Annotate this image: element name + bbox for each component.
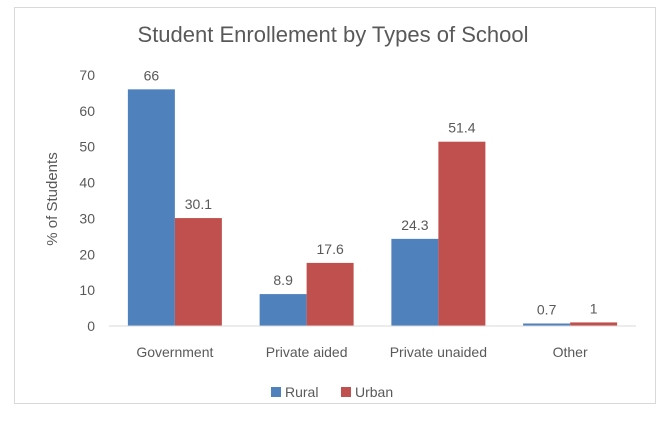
legend-label-urban: Urban (355, 384, 393, 400)
bar-rural-private-unaided (391, 238, 439, 326)
data-label: 66 (144, 67, 160, 83)
bar-rural-government (127, 89, 175, 326)
data-label: 51.4 (448, 120, 475, 136)
data-labels: 66 30.1 8.9 17.6 24.3 51.4 0.7 1 (144, 67, 598, 317)
y-axis-label: % of Students (44, 152, 61, 245)
chart-frame (14, 7, 656, 404)
bar-urban-private-unaided (438, 141, 486, 326)
y-tick-label: 50 (79, 139, 95, 155)
bar-urban-other (570, 322, 618, 326)
bar-rural-other (523, 323, 571, 326)
bar-urban-government (174, 218, 222, 326)
y-tick-label: 30 (79, 210, 95, 226)
y-tick-label: 0 (87, 318, 95, 334)
x-tick-label: Private aided (266, 344, 348, 360)
y-tick-label: 20 (79, 246, 95, 262)
y-tick-label: 70 (79, 67, 95, 83)
legend: Rural Urban (271, 384, 393, 400)
y-tick-label: 40 (79, 175, 95, 191)
x-tick-label: Government (136, 344, 213, 360)
y-tick-label: 10 (79, 282, 95, 298)
legend-label-rural: Rural (285, 384, 318, 400)
legend-swatch-rural (271, 387, 281, 397)
data-label: 0.7 (537, 301, 557, 317)
x-axis-ticks: Government Private aided Private unaided Ot… (136, 344, 588, 360)
data-label: 17.6 (317, 241, 344, 257)
chart-title: Student Enrollement by Types of School (138, 22, 529, 47)
y-tick-label: 60 (79, 103, 95, 119)
data-label: 1 (590, 300, 598, 316)
y-axis-ticks: 0 10 20 30 40 50 60 70 (79, 67, 95, 334)
bar-urban-private-aided (306, 262, 354, 326)
bars (127, 89, 618, 326)
x-tick-label: Private unaided (390, 344, 487, 360)
legend-swatch-urban (341, 387, 351, 397)
data-label: 24.3 (401, 217, 428, 233)
bar-rural-private-aided (259, 294, 307, 326)
x-tick-label: Other (553, 344, 588, 360)
data-label: 30.1 (185, 196, 212, 212)
data-label: 8.9 (273, 272, 293, 288)
